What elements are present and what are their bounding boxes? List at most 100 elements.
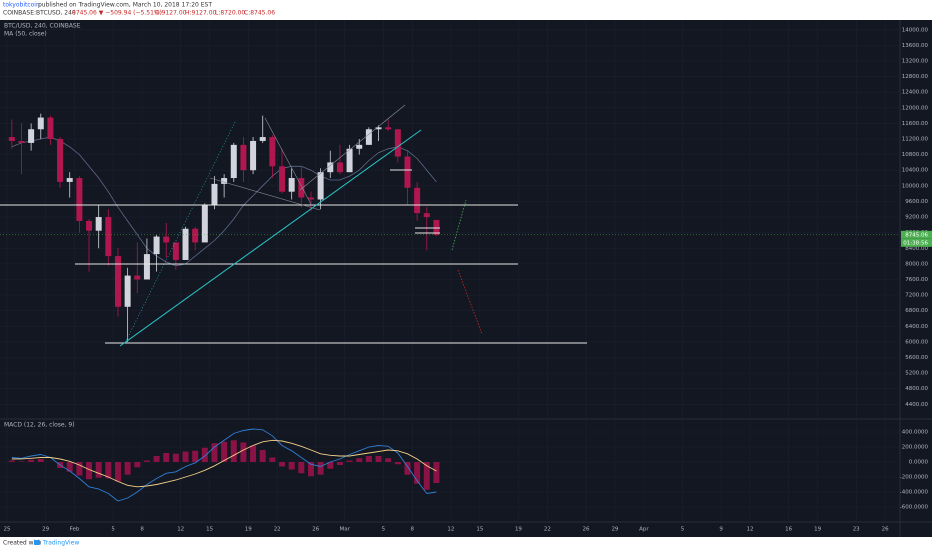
- x-tick-label: 22: [274, 527, 281, 533]
- candle-body: [423, 213, 430, 218]
- histogram-bar: [375, 456, 382, 462]
- candle-body: [375, 127, 382, 130]
- y-tick-label: 10800.00: [902, 152, 929, 158]
- x-tick-label: 12: [177, 527, 184, 533]
- histogram-bar: [259, 450, 266, 462]
- candle-body: [346, 148, 353, 173]
- candle-body: [269, 137, 276, 167]
- candle-body: [394, 129, 401, 157]
- x-tick-label: Mar: [340, 527, 351, 533]
- candle-body: [18, 140, 25, 143]
- x-tick-label: 5: [111, 527, 115, 533]
- histogram-bar: [66, 462, 73, 472]
- histogram-bar: [124, 462, 131, 475]
- histogram-bar: [356, 458, 363, 462]
- y-tick-label: 0.0000: [909, 460, 929, 466]
- y-tick-label: 5600.00: [905, 355, 928, 361]
- change: 8745.06 ▼ −509.94 (−5.51%): [72, 10, 162, 17]
- x-tick-label: 9: [719, 527, 723, 533]
- candle-body: [172, 242, 179, 260]
- candle-body: [385, 127, 392, 130]
- candle-body: [192, 228, 199, 243]
- x-tick-label: 29: [611, 527, 618, 533]
- candle-body: [414, 187, 421, 214]
- candle-body: [28, 129, 35, 143]
- drawings: [0, 104, 587, 347]
- candle-body: [124, 275, 131, 307]
- histogram-bar: [134, 462, 141, 468]
- y-tick-label: 9200.00: [905, 215, 928, 221]
- y-tick-label: 12000.00: [902, 105, 929, 111]
- histogram-bar: [404, 462, 411, 475]
- countdown-box: [901, 238, 932, 247]
- candle-body: [365, 129, 372, 145]
- histogram-bar: [269, 457, 276, 462]
- candle-body: [37, 117, 44, 130]
- histogram-bar: [105, 462, 112, 479]
- histogram-bar: [279, 462, 286, 467]
- channel-line: [264, 117, 313, 207]
- y-tick-label: 11200.00: [902, 137, 929, 143]
- projection-up: [451, 199, 467, 251]
- candle-body: [201, 205, 208, 243]
- channel-line: [209, 177, 321, 211]
- histogram-bar: [433, 462, 440, 483]
- x-tick-label: 15: [206, 527, 213, 533]
- candle-body: [86, 220, 93, 231]
- candle-body: [317, 172, 324, 200]
- published: published on TradingView.com, March 10, …: [38, 2, 212, 9]
- candle-body: [356, 144, 363, 149]
- histogram-bar: [114, 462, 121, 482]
- candle-body: [404, 156, 411, 188]
- ohlc-high: H:9127.00: [185, 10, 217, 17]
- histogram-bar: [336, 462, 343, 465]
- main-legend: BTC/USD, 240, COINBASE: [4, 23, 81, 30]
- candle-body: [288, 178, 295, 192]
- candle-body: [105, 217, 112, 257]
- y-tick-label: 5200.00: [905, 371, 928, 377]
- y-tick-label: 8000.00: [905, 261, 928, 267]
- candle-body: [211, 183, 218, 206]
- histogram-bar: [8, 460, 15, 462]
- histogram-bar: [37, 459, 44, 462]
- footer-bg: [0, 537, 932, 550]
- x-tick-label: 8: [140, 527, 144, 533]
- candle-body: [47, 117, 54, 140]
- y-tick-label: -600.0000: [900, 505, 929, 511]
- y-tick-label: 11600.00: [902, 121, 929, 127]
- candle-body: [433, 219, 440, 235]
- x-tick-label: 12: [747, 527, 754, 533]
- candle-body: [240, 144, 247, 171]
- macd-legend: MACD (12, 26, close, 9): [4, 422, 75, 429]
- y-tick-label: 6000.00: [905, 339, 928, 345]
- histogram-bar: [192, 450, 199, 462]
- histogram-bar: [317, 462, 324, 475]
- footer-brand[interactable]: TradingView: [42, 540, 79, 547]
- ma-legend: MA (50, close): [4, 31, 47, 38]
- histogram-bar: [298, 462, 305, 474]
- candle-body: [153, 236, 160, 255]
- histogram-bar: [163, 453, 170, 462]
- candle-body: [57, 139, 64, 182]
- x-tick-label: 23: [853, 527, 860, 533]
- histogram-bar: [288, 462, 295, 470]
- y-tick-label: 7200.00: [905, 293, 928, 299]
- histogram-bar: [327, 462, 334, 469]
- y-tick-label: -400.0000: [900, 490, 929, 496]
- histogram-bar: [221, 441, 228, 462]
- author[interactable]: tokyobitcoin: [3, 2, 40, 9]
- x-tick-label: 25: [4, 527, 11, 533]
- macd-line: [11, 439, 437, 488]
- histogram-bar: [201, 447, 208, 462]
- x-tick-label: Apr: [639, 527, 649, 533]
- candle-body: [66, 178, 73, 182]
- histogram-bar: [95, 462, 102, 478]
- candle-body: [182, 228, 189, 260]
- histogram-bar: [394, 462, 401, 465]
- x-tick-label: 8: [411, 527, 415, 533]
- plot: 25 29 Feb 5 8 12 15 19 22 26 Mar 5 8 12 15 19 22 26 29 Apr 5…: [0, 20, 932, 533]
- candle-body: [336, 162, 343, 173]
- x-tick-label: 26: [312, 527, 319, 533]
- histogram-bar: [18, 461, 25, 462]
- y-tick-label: 14000.00: [902, 27, 929, 33]
